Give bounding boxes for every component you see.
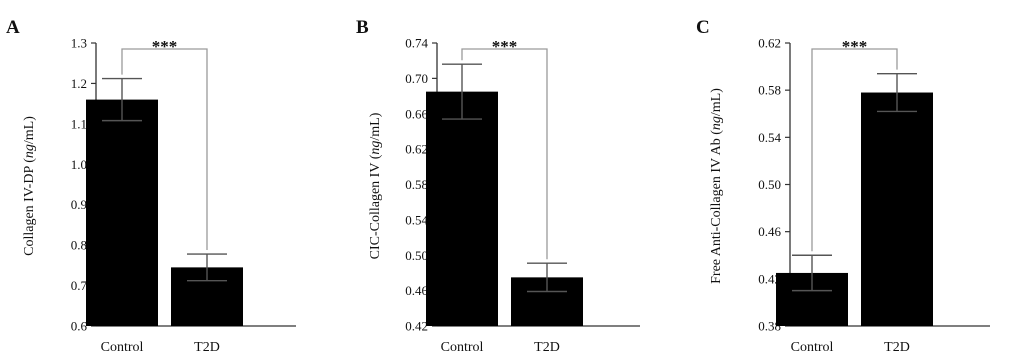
bar-t2d	[861, 92, 933, 327]
x-category-label: T2D	[884, 340, 910, 355]
y-tick-label: 0.8	[71, 238, 87, 253]
x-category-label: Control	[101, 340, 144, 355]
chart-panel-c: C Free Anti-Collagen IV Ab (ng/mL) 0.380…	[696, 17, 990, 355]
y-tick-label: 0.46	[758, 224, 781, 239]
y-tick-label: 0.50	[405, 248, 428, 263]
chart-panel-a: A Collagen IV-DP (ng/mL) 0.6 0.7 0.8 0.9 1.0…	[6, 17, 296, 355]
y-tick-label: 0.50	[758, 177, 781, 192]
x-category-label: T2D	[534, 340, 560, 355]
panel-letter: C	[696, 17, 710, 38]
significance-label: ***	[842, 37, 868, 56]
bar-control	[426, 91, 498, 326]
y-tick-label: 0.62	[758, 36, 781, 51]
y-tick-label: 1.3	[71, 36, 87, 51]
significance-bracket	[461, 48, 548, 260]
x-category-label: T2D	[194, 340, 220, 355]
y-tick-label: 0.42	[405, 319, 428, 334]
significance-label: ***	[152, 37, 178, 56]
y-tick-label: 0.62	[405, 142, 428, 157]
significance-bracket	[811, 48, 898, 252]
y-tick-label: 0.54	[405, 212, 428, 227]
y-axis-label: CIC-Collagen IV (ng/mL)	[368, 112, 383, 259]
y-tick-label: 0.38	[758, 319, 781, 334]
y-tick-label: 0.46	[405, 283, 428, 298]
y-tick-label: 0.9	[71, 197, 87, 212]
plot-area: 0.6 0.7 0.8 0.9 1.0 1.1 1.2 1.3 Control T2D ***	[71, 36, 296, 355]
significance-bracket	[121, 48, 208, 251]
y-tick-label: 0.58	[758, 83, 781, 98]
y-tick-label: 0.74	[405, 36, 428, 51]
x-category-label: Control	[441, 340, 484, 355]
y-tick-label: 0.54	[758, 130, 781, 145]
plot-area: 0.38 0.42 0.46 0.50 0.54 0.58 0.62 Control T2D **…	[758, 36, 990, 355]
y-tick-label: 0.42	[758, 271, 781, 286]
y-tick-label: 0.70	[405, 71, 428, 86]
y-axis-label: Free Anti-Collagen IV Ab (ng/mL)	[709, 88, 724, 284]
chart-panel-b: B CIC-Collagen IV (ng/mL) 0.420.460.500.…	[356, 17, 640, 355]
significance-label: ***	[492, 37, 518, 56]
y-tick-label: 0.7	[71, 278, 88, 293]
y-axis-label: Collagen IV-DP (ng/mL)	[22, 116, 37, 256]
bar-control	[86, 99, 158, 326]
panel-letter: A	[6, 17, 20, 38]
plot-area: 0.42 0.46 0.50 0.54 0.58 0.62 0.66 0.70 0.74 Cont…	[405, 36, 640, 355]
x-category-label: Control	[791, 340, 834, 355]
y-tick-label: 0.6	[71, 319, 88, 334]
y-tick-label: 0.58	[405, 177, 428, 192]
y-tick-label: 1.2	[71, 76, 87, 91]
y-tick-label: 0.66	[405, 106, 428, 121]
panel-letter: B	[356, 17, 369, 38]
y-tick-label: 1.0	[71, 157, 87, 172]
y-tick-label: 1.1	[71, 116, 87, 131]
